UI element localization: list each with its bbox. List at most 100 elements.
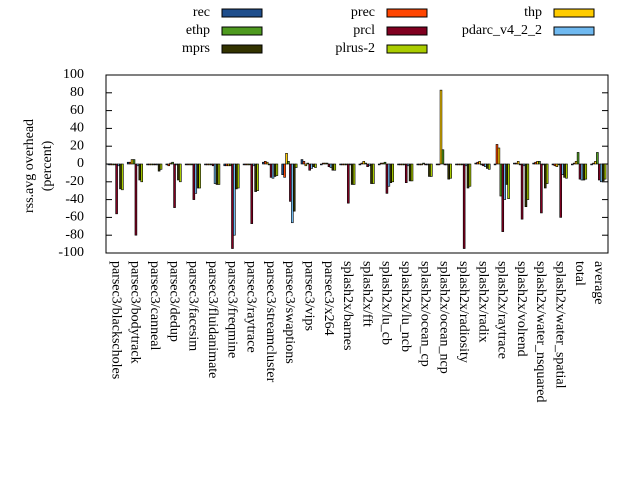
legend-swatch: [553, 8, 595, 18]
bar: [420, 163, 423, 166]
bar: [516, 161, 520, 165]
bar: [167, 163, 171, 167]
legend-swatch: [386, 26, 428, 36]
bar: [140, 163, 143, 183]
bar: [250, 163, 254, 224]
legend-label: rec: [193, 5, 210, 20]
bar: [173, 163, 176, 208]
bar: [294, 163, 298, 168]
bar: [507, 163, 510, 200]
bar: [358, 163, 362, 166]
legend-swatch: [221, 8, 263, 18]
y-tick-label: 60: [70, 103, 84, 118]
bar: [256, 163, 259, 192]
bar: [422, 162, 425, 165]
bar: [555, 163, 559, 167]
bar: [468, 163, 472, 187]
x-tick-label: parsec3/x264: [321, 261, 336, 336]
bar: [304, 163, 308, 167]
x-tick-label: splash2x/radiosity: [456, 261, 471, 363]
x-tick-label: splash2x/lu_cb: [379, 261, 394, 345]
x-tick-label: parsec3/dedup: [166, 261, 181, 342]
legend-swatch: [386, 8, 428, 18]
bar: [449, 163, 452, 179]
bar: [285, 153, 288, 165]
x-tick-label: parsec3/facesim: [186, 261, 201, 351]
bar: [404, 163, 408, 183]
bar: [217, 163, 221, 185]
bar: [287, 161, 290, 165]
y-tick-label: -100: [58, 245, 84, 260]
bar: [478, 161, 481, 165]
bar: [198, 163, 201, 189]
bar: [571, 163, 574, 166]
y-axis-label: rss.avg overhead: [22, 119, 37, 213]
legend-label: prec: [351, 5, 375, 20]
bar: [179, 163, 182, 183]
bar: [377, 163, 381, 166]
legend-label: plrus-2: [335, 41, 375, 56]
bar: [526, 163, 530, 200]
bar: [565, 163, 568, 179]
legend-label: prcl: [353, 23, 375, 38]
bar: [538, 161, 541, 165]
legend-label: pdarc_v4_2_2: [462, 23, 542, 38]
bar: [364, 162, 367, 165]
x-tick-label: splash2x/water_nsquared: [533, 261, 548, 403]
y-tick-label: 40: [70, 121, 84, 136]
bar: [275, 163, 279, 176]
bar: [115, 163, 118, 215]
bar: [171, 161, 174, 165]
x-tick-label: parsec3/raytrace: [244, 261, 259, 353]
bar: [430, 163, 433, 177]
bar: [559, 163, 562, 218]
x-tick-label: splash2x/raytrace: [495, 261, 510, 359]
x-tick-label: splash2x/water_spatial: [553, 261, 568, 389]
y-tick-label: -20: [65, 174, 84, 189]
x-tick-label: total: [572, 261, 587, 286]
bar: [590, 163, 593, 166]
bar: [441, 149, 445, 165]
bar: [233, 163, 236, 236]
bar: [320, 163, 323, 166]
bar: [325, 162, 329, 165]
x-tick-label: parsec3/vips: [302, 261, 317, 331]
bar: [333, 163, 337, 171]
y-axis-label: (percent): [40, 140, 55, 191]
x-tick-label: parsec3/bodytrack: [128, 261, 143, 364]
x-tick-label: splash2x/ocean_ncp: [437, 261, 452, 374]
bar: [545, 163, 549, 184]
bar: [520, 163, 524, 220]
bar: [410, 163, 414, 182]
legend-label: mprs: [182, 41, 210, 56]
y-tick-label: 100: [63, 67, 84, 82]
bar: [576, 152, 580, 165]
legend-swatch: [553, 26, 595, 36]
x-tick-label: splash2x/lu_ncb: [398, 261, 413, 352]
x-tick-label: parsec3/blackscholes: [108, 261, 123, 379]
x-tick-label: parsec3/freqmine: [224, 261, 239, 358]
x-tick-label: parsec3/streamcluster: [263, 261, 278, 383]
y-tick-label: 20: [70, 138, 84, 153]
bar: [314, 163, 317, 168]
bar: [352, 163, 356, 185]
legend-swatch: [221, 44, 263, 54]
legend-swatch: [221, 26, 263, 36]
bar: [584, 163, 588, 180]
x-tick-label: parsec3/fluidanimate: [205, 261, 220, 378]
bar: [347, 163, 350, 204]
y-tick-label: -80: [65, 227, 84, 242]
x-tick-label: splash2x/barnes: [340, 261, 355, 350]
x-tick-label: average: [591, 261, 606, 305]
x-tick-label: splash2x/ocean_cp: [417, 261, 432, 367]
bar: [596, 152, 599, 165]
x-tick-label: parsec3/canneal: [147, 261, 162, 350]
y-tick-label: 0: [77, 156, 84, 171]
x-tick-label: splash2x/fft: [359, 261, 374, 327]
bar: [372, 163, 375, 184]
bar: [487, 163, 491, 170]
bar: [283, 163, 286, 178]
x-tick-label: splash2x/volrend: [514, 261, 529, 357]
bar: [493, 163, 497, 166]
bar: [439, 89, 443, 165]
